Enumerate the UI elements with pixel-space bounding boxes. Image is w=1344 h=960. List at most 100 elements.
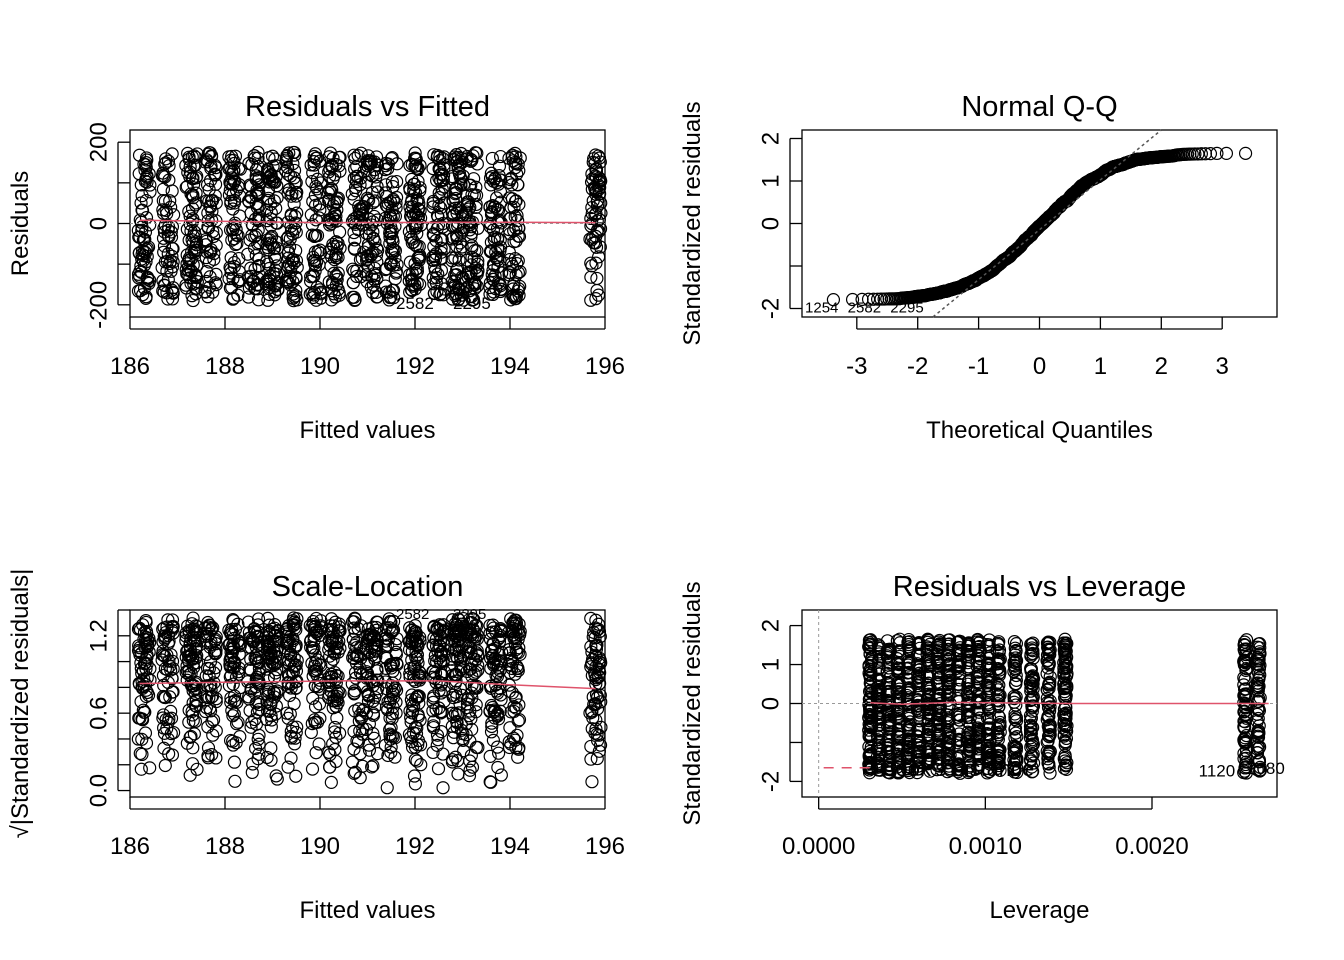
data-point	[430, 655, 444, 669]
data-points	[131, 611, 608, 795]
data-point	[355, 727, 369, 741]
data-point	[451, 219, 465, 233]
data-point	[322, 745, 336, 759]
x-axis-label: Fitted values	[299, 417, 435, 444]
data-point	[308, 700, 323, 714]
data-point	[491, 260, 505, 274]
data-point	[365, 760, 379, 774]
data-point	[250, 282, 265, 296]
data-point	[355, 208, 369, 222]
data-point	[201, 741, 216, 755]
data-point	[279, 164, 293, 178]
data-point	[139, 615, 153, 630]
data-point	[512, 164, 526, 178]
data-point	[584, 611, 598, 626]
data-point	[156, 644, 170, 658]
data-point	[207, 167, 222, 181]
data-point	[386, 258, 401, 272]
data-point	[385, 711, 399, 726]
data-point	[366, 278, 381, 292]
data-point	[1043, 670, 1057, 684]
data-point	[290, 720, 304, 734]
data-point	[491, 660, 506, 674]
data-point	[409, 625, 423, 639]
data-point	[289, 243, 303, 258]
data-point	[312, 737, 326, 751]
data-point	[322, 275, 336, 289]
data-point	[370, 213, 385, 227]
data-point	[593, 738, 608, 752]
data-point	[437, 242, 451, 256]
data-point	[189, 268, 203, 282]
data-point	[139, 211, 154, 225]
data-point	[432, 186, 446, 200]
data-point	[224, 266, 238, 280]
data-point	[261, 275, 275, 289]
data-point	[209, 267, 223, 282]
data-point	[199, 234, 214, 248]
data-point	[362, 689, 376, 703]
data-point	[1026, 651, 1040, 665]
data-point	[471, 740, 485, 755]
data-point	[494, 195, 508, 209]
data-point	[349, 656, 364, 670]
data-point	[187, 177, 201, 191]
data-point	[189, 694, 203, 708]
data-point	[264, 648, 278, 662]
data-point	[587, 625, 601, 639]
data-point	[402, 225, 416, 239]
x-tick-label: 0.0020	[1115, 833, 1188, 860]
data-point	[202, 146, 216, 160]
data-point	[592, 677, 606, 691]
data-point	[386, 179, 400, 194]
data-point	[484, 235, 498, 249]
data-point	[185, 679, 199, 693]
data-point	[412, 251, 426, 265]
data-point	[352, 199, 366, 213]
data-point	[262, 261, 276, 276]
data-point	[491, 203, 506, 217]
data-point	[190, 275, 204, 289]
data-point	[209, 751, 223, 765]
data-point	[244, 261, 258, 275]
data-point	[346, 632, 360, 647]
y-axis-label: √|Standardized residuals|	[7, 569, 34, 839]
data-point	[347, 241, 361, 255]
data-point	[459, 728, 473, 742]
y-tick-label: 0	[757, 217, 784, 230]
data-point	[370, 685, 384, 700]
data-point	[379, 262, 394, 276]
data-point	[280, 706, 294, 720]
data-point	[385, 175, 399, 189]
qq-reference-line	[932, 129, 1162, 318]
data-point	[509, 157, 523, 171]
data-point	[348, 638, 362, 653]
data-point	[260, 695, 274, 709]
data-point	[508, 292, 522, 306]
data-point	[165, 748, 180, 762]
data-point	[385, 283, 399, 297]
x-tick-label: 190	[300, 833, 340, 860]
data-point	[593, 222, 608, 236]
data-point	[162, 654, 176, 668]
data-point	[434, 619, 448, 633]
data-point	[224, 651, 238, 665]
data-point	[378, 675, 393, 689]
data-point	[327, 619, 341, 633]
data-point	[155, 261, 169, 275]
data-point	[447, 281, 461, 295]
data-point	[594, 656, 608, 670]
data-point	[139, 683, 153, 697]
data-point	[427, 286, 441, 300]
data-point	[134, 259, 148, 273]
data-point	[328, 742, 342, 757]
data-point	[225, 703, 239, 718]
data-point	[229, 670, 244, 684]
data-point	[449, 191, 463, 206]
data-point	[385, 224, 399, 238]
data-point	[166, 285, 180, 299]
data-point	[347, 212, 361, 226]
data-point	[161, 732, 175, 746]
data-point	[426, 227, 441, 241]
